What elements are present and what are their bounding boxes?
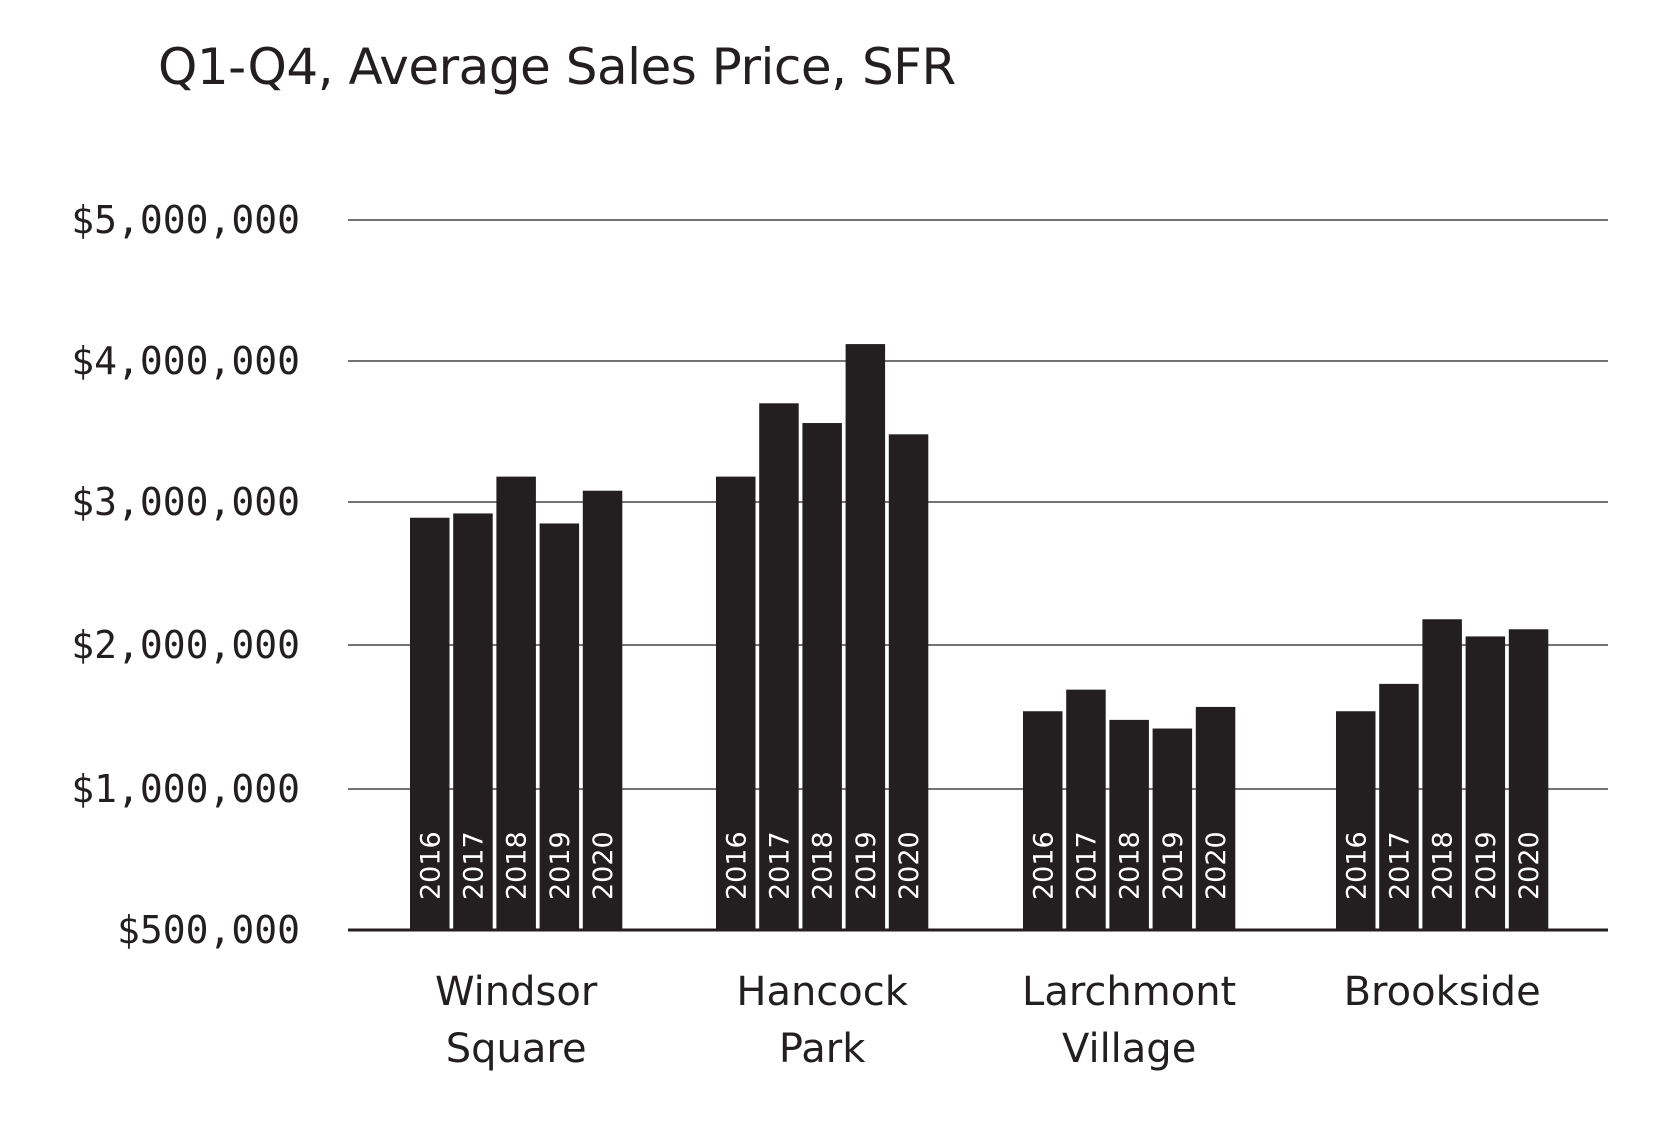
chart-title: Q1-Q4, Average Sales Price, SFR [158, 38, 956, 96]
category-label: Larchmont [1022, 969, 1236, 1015]
bar-year-label: 2018 [808, 831, 839, 900]
bar-year-label: 2017 [764, 831, 795, 900]
bar [802, 423, 842, 930]
bar-year-label: 2016 [1028, 831, 1059, 900]
y-tick-label: $4,000,000 [71, 339, 300, 383]
bar-year-label: 2020 [1514, 831, 1545, 900]
bar-year-label: 2020 [588, 831, 619, 900]
bar [1508, 629, 1549, 930]
bar [759, 403, 799, 930]
bar [453, 513, 493, 930]
bar-year-label: 2017 [458, 831, 489, 900]
bar-year-label: 2020 [1201, 831, 1232, 900]
bar [1023, 711, 1063, 930]
bar [1066, 689, 1106, 930]
bar [1109, 719, 1149, 930]
category-label: Hancock [736, 969, 908, 1015]
bar-year-label: 2017 [1384, 831, 1415, 900]
bar-year-label: 2016 [721, 831, 752, 900]
bar [1195, 706, 1236, 930]
y-tick-label: $500,000 [117, 908, 300, 952]
category-label: Village [1062, 1026, 1196, 1072]
y-tick-label: $2,000,000 [71, 623, 300, 667]
category-label: Brookside [1344, 969, 1541, 1015]
bar [1379, 683, 1419, 930]
bar [716, 476, 756, 930]
bar-year-label: 2018 [1115, 831, 1146, 900]
bar [496, 476, 536, 930]
bar [1422, 619, 1462, 930]
category-label: Windsor [435, 969, 598, 1015]
bar [888, 434, 929, 930]
bar-year-label: 2019 [545, 831, 576, 900]
bar [410, 517, 450, 930]
bar [539, 523, 580, 930]
category-label: Square [446, 1026, 587, 1072]
y-tick-label: $1,000,000 [71, 767, 300, 811]
category-label: Park [779, 1026, 866, 1072]
bar-year-label: 2019 [1471, 831, 1502, 900]
bar-year-label: 2019 [1158, 831, 1189, 900]
bar-year-label: 2016 [415, 831, 446, 900]
bar [1152, 728, 1193, 930]
y-tick-label: $3,000,000 [71, 480, 300, 524]
bar [582, 490, 623, 930]
bar [845, 344, 886, 931]
bar-year-label: 2019 [851, 831, 882, 900]
bar [1465, 636, 1506, 930]
bar-year-label: 2016 [1341, 831, 1372, 900]
bar [1336, 711, 1376, 930]
bar-year-label: 2017 [1071, 831, 1102, 900]
bar-year-label: 2018 [1428, 831, 1459, 900]
bar-year-label: 2018 [502, 831, 533, 900]
bar-year-label: 2020 [894, 831, 925, 900]
y-tick-label: $5,000,000 [71, 198, 300, 242]
